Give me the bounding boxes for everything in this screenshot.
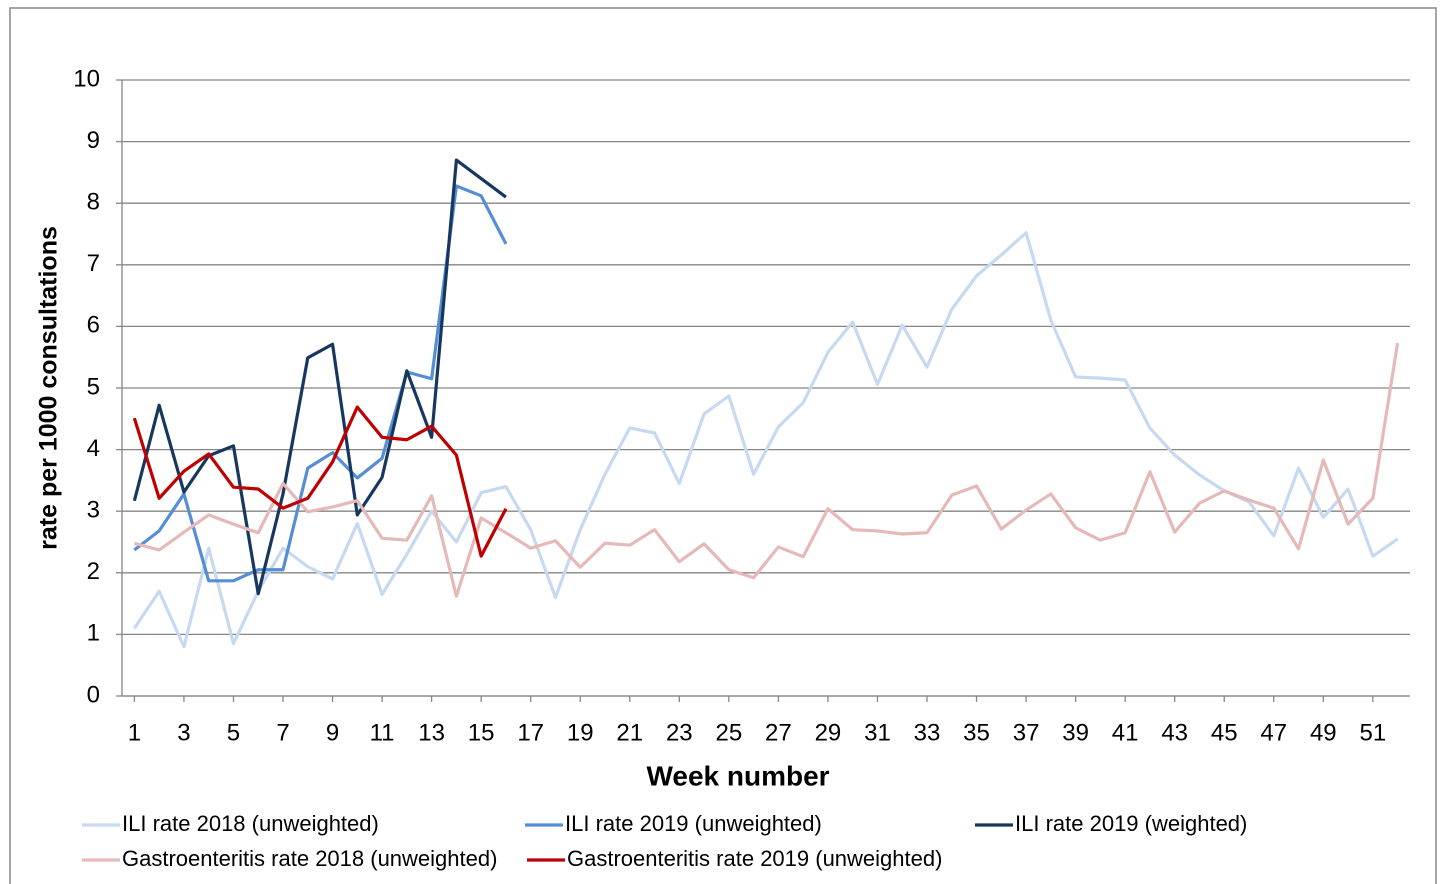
x-tick-label: 25 [715, 719, 742, 746]
x-tick-label: 41 [1112, 719, 1139, 746]
x-tick-label: 47 [1260, 719, 1287, 746]
series-line [133, 231, 1399, 649]
x-tick-label: 3 [177, 719, 190, 746]
x-tick-label: 7 [276, 719, 289, 746]
y-tick-label: 4 [87, 435, 100, 462]
legend-label: ILI rate 2019 (unweighted) [565, 811, 822, 836]
y-tick-label: 8 [87, 189, 100, 216]
x-tick-label: 27 [765, 719, 792, 746]
y-tick-label: 0 [87, 681, 100, 708]
x-tick-label: 5 [227, 719, 240, 746]
x-tick-label: 23 [666, 719, 693, 746]
y-tick-label: 3 [87, 497, 100, 524]
x-tick-label: 45 [1211, 719, 1238, 746]
x-tick-label: 39 [1062, 719, 1089, 746]
x-tick-label: 1 [128, 719, 141, 746]
y-tick-label: 6 [87, 312, 100, 339]
x-tick-label: 15 [468, 719, 495, 746]
x-tick-label: 31 [864, 719, 891, 746]
y-tick-label: 5 [87, 373, 100, 400]
x-tick-label: 37 [1013, 719, 1040, 746]
y-tick-label: 10 [73, 65, 100, 92]
x-tick-label: 11 [370, 719, 395, 746]
y-axis-title: rate per 1000 consultations [35, 226, 63, 550]
legend-label: Gastroenteritis rate 2019 (unweighted) [567, 846, 942, 871]
y-tick-label: 1 [87, 620, 100, 647]
x-tick-label: 19 [567, 719, 594, 746]
x-tick-label: 13 [418, 719, 445, 746]
y-tick-label: 7 [87, 250, 100, 277]
x-axis-title: Week number [646, 760, 829, 791]
chart-border [9, 7, 1437, 884]
legend-label: ILI rate 2018 (unweighted) [122, 811, 379, 836]
y-tick-label: 9 [87, 127, 100, 154]
series-line [132, 405, 508, 558]
legend-label: Gastroenteritis rate 2018 (unweighted) [122, 846, 497, 871]
x-tick-label: 43 [1161, 719, 1188, 746]
legend-label: ILI rate 2019 (weighted) [1015, 811, 1247, 836]
x-tick-label: 33 [914, 719, 941, 746]
x-tick-label: 21 [616, 719, 643, 746]
x-tick-label: 29 [815, 719, 842, 746]
x-tick-label: 9 [326, 719, 339, 746]
x-tick-label: 51 [1359, 719, 1386, 746]
series-line [133, 342, 1400, 598]
x-tick-label: 17 [517, 719, 544, 746]
x-tick-label: 49 [1310, 719, 1337, 746]
y-tick-label: 2 [87, 558, 100, 585]
x-tick-label: 35 [963, 719, 990, 746]
series-line [132, 158, 507, 596]
